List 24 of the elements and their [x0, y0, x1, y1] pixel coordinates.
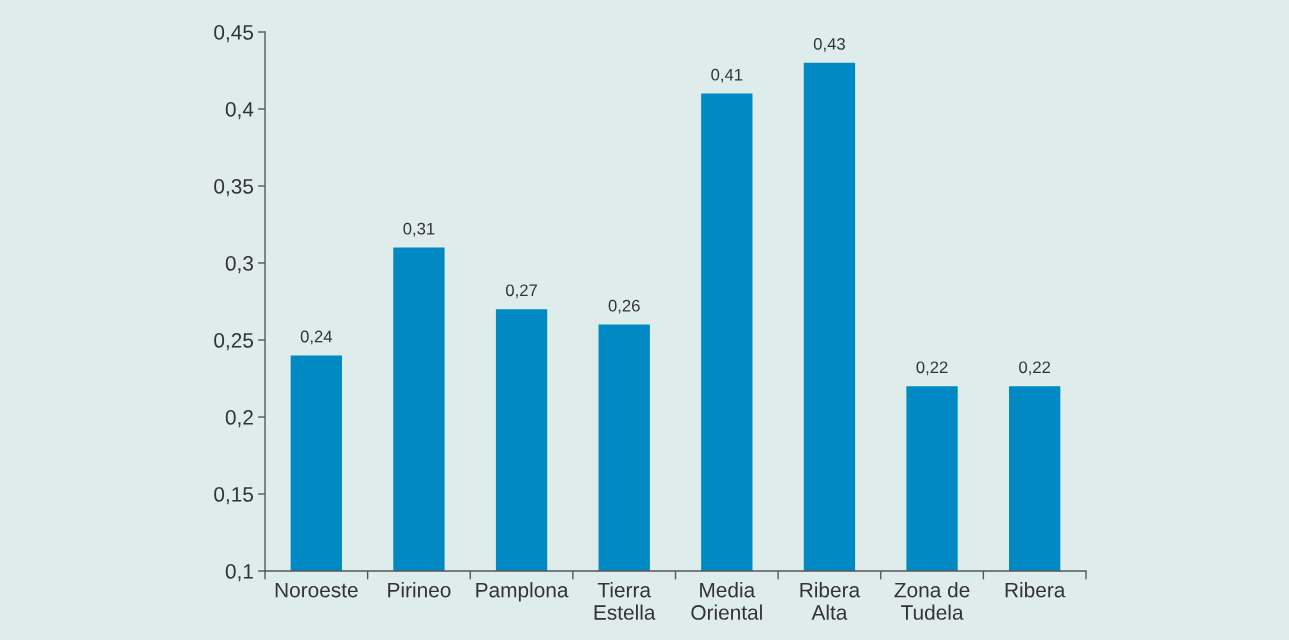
data-label: 0,43	[813, 37, 845, 52]
x-tick-label: Noroeste	[275, 582, 358, 598]
data-label: 0,22	[916, 361, 948, 376]
y-tick-label: 0,25	[214, 333, 254, 351]
x-tick-label: Ribera	[1005, 582, 1066, 598]
x-tick-label: Pamplona	[476, 582, 569, 602]
data-label: 0,22	[1019, 361, 1051, 376]
x-tick-label: Pirineo	[388, 582, 451, 598]
x-tick-label: Zona de Tudela	[894, 582, 970, 620]
y-tick-label: 0,15	[214, 487, 254, 505]
y-tick-label: 0,3	[225, 256, 253, 274]
y-tick-label: 0,4	[225, 102, 254, 120]
data-label: 0,31	[403, 222, 435, 237]
data-label: 0,24	[300, 330, 333, 345]
y-tick-label: 0,45	[214, 25, 254, 43]
x-tick-label: Media Oriental	[691, 582, 762, 620]
x-tick-label: Tierra Estella	[594, 582, 656, 620]
y-tick-label: 0,1	[225, 564, 253, 582]
y-tick-label: 0,2	[225, 410, 253, 428]
data-label: 0,27	[506, 284, 537, 299]
y-tick-label: 0,35	[214, 179, 254, 197]
data-label: 0,26	[608, 299, 640, 314]
data-label: 0,41	[711, 68, 743, 83]
x-tick-label: Ribera Alta	[800, 582, 861, 620]
